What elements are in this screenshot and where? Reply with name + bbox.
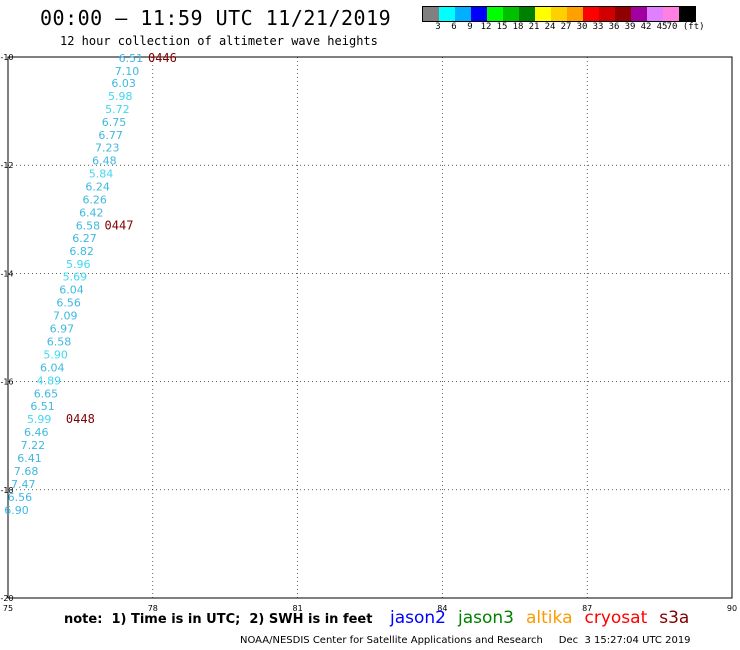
legend-label: 12 xyxy=(480,22,492,32)
data-label: 5.90 xyxy=(43,349,68,362)
x-tick-label: 81 xyxy=(293,604,303,613)
data-label: 7.09 xyxy=(53,310,78,323)
legend-swatch-12 xyxy=(615,7,631,21)
time-annotation: 0448 xyxy=(66,412,95,426)
data-label: 6.90 xyxy=(4,504,29,517)
legend-swatch-2 xyxy=(455,7,471,21)
data-label: 5.69 xyxy=(63,271,88,284)
plot-frame xyxy=(7,56,733,599)
time-annotation: 0446 xyxy=(148,51,177,65)
footer-credit: NOAA/NESDIS Center for Satellite Applica… xyxy=(240,635,691,646)
legend-swatch-7 xyxy=(535,7,551,21)
legend-swatch-6 xyxy=(519,7,535,21)
data-label: 5.72 xyxy=(105,103,130,116)
y-tick-label: -20 xyxy=(0,594,13,603)
data-label: 6.26 xyxy=(82,193,107,206)
y-tick-label: -16 xyxy=(0,378,13,387)
data-label: 7.23 xyxy=(95,141,120,154)
legend-label: 18 xyxy=(512,22,524,32)
data-label: 6.97 xyxy=(50,323,75,336)
legend-swatch-13 xyxy=(631,7,647,21)
legend-swatch-0 xyxy=(423,7,439,21)
x-tick-label: 90 xyxy=(727,604,737,613)
data-label: 6.75 xyxy=(102,116,127,129)
data-label: 5.98 xyxy=(108,90,133,103)
data-label: 6.48 xyxy=(92,154,117,167)
satellite-jason2: jason2 xyxy=(390,608,446,628)
chart-title: 00:00 – 11:59 UTC 11/21/2019 xyxy=(40,6,392,30)
data-label: 6.56 xyxy=(56,297,81,310)
legend-label: 15 xyxy=(496,22,508,32)
time-annotation: 0447 xyxy=(105,218,134,232)
data-label: 7.47 xyxy=(11,478,36,491)
data-label: 7.68 xyxy=(14,465,39,478)
legend-label: 24 xyxy=(544,22,556,32)
legend-swatch-4 xyxy=(487,7,503,21)
legend-swatch-11 xyxy=(599,7,615,21)
legend-swatch-14 xyxy=(647,7,663,21)
data-label: 6.56 xyxy=(8,491,33,504)
legend-label: 33 xyxy=(592,22,604,32)
x-tick-label: 84 xyxy=(437,604,447,613)
y-tick-label: -12 xyxy=(0,161,13,170)
data-label: 6.03 xyxy=(111,77,136,90)
data-label: 5.84 xyxy=(89,167,114,180)
legend-label: 6 xyxy=(451,22,457,32)
data-label: 6.27 xyxy=(72,232,97,245)
data-label: 5.99 xyxy=(27,413,52,426)
data-label: 6.04 xyxy=(40,362,65,375)
data-label: 6.46 xyxy=(24,426,49,439)
data-label: 5.96 xyxy=(66,258,91,271)
y-tick-label: -10 xyxy=(0,53,13,62)
data-label: 7.22 xyxy=(21,439,46,452)
data-label: 6.04 xyxy=(59,284,84,297)
legend-label: 45 xyxy=(656,22,668,32)
satellite-jason3: jason3 xyxy=(458,608,514,628)
data-label: 6.58 xyxy=(76,219,101,232)
satellite-altika: altika xyxy=(526,608,573,628)
chart-subtitle: 12 hour collection of altimeter wave hei… xyxy=(60,34,378,48)
satellite-s3a: s3a xyxy=(659,608,690,628)
legend-swatch-9 xyxy=(567,7,583,21)
legend-label: 30 xyxy=(576,22,588,32)
y-tick-label: -14 xyxy=(0,269,13,278)
color-legend-bar xyxy=(422,6,696,22)
legend-label: 3 xyxy=(435,22,441,32)
data-label: 6.24 xyxy=(85,180,110,193)
data-label: 6.82 xyxy=(69,245,94,258)
x-tick-label: 75 xyxy=(3,604,13,613)
legend-label: 9 xyxy=(467,22,473,32)
legend-swatch-3 xyxy=(471,7,487,21)
legend-swatch-8 xyxy=(551,7,567,21)
legend-label: 42 xyxy=(640,22,652,32)
data-label: 6.51 xyxy=(30,400,55,413)
legend-swatch-1 xyxy=(439,7,455,21)
y-tick-label: -18 xyxy=(0,486,13,495)
satellite-cryosat: cryosat xyxy=(584,608,648,628)
data-label: 6.41 xyxy=(17,452,42,465)
data-label: 6.42 xyxy=(79,206,104,219)
legend-label: 27 xyxy=(560,22,572,32)
data-label: 4.89 xyxy=(37,375,62,388)
x-tick-label: 78 xyxy=(148,604,158,613)
legend-label: 70 (ft) xyxy=(666,22,705,32)
satellite-legend: jason2 jason3 altika cryosat s3a xyxy=(390,608,701,628)
legend-swatch-10 xyxy=(583,7,599,21)
note-text: note: 1) Time is in UTC; 2) SWH is in fe… xyxy=(64,612,373,627)
legend-swatch-15 xyxy=(663,7,679,21)
legend-swatch-5 xyxy=(503,7,519,21)
x-tick-label: 87 xyxy=(582,604,592,613)
data-label: 6.77 xyxy=(98,129,123,142)
data-label: 7.10 xyxy=(115,65,140,78)
data-label: 6.65 xyxy=(34,388,59,401)
legend-swatch-16 xyxy=(679,7,695,21)
legend-label: 39 xyxy=(624,22,636,32)
legend-label: 21 xyxy=(528,22,540,32)
data-label: 6.58 xyxy=(47,336,72,349)
data-label: 6.51 xyxy=(119,52,144,65)
legend-label: 36 xyxy=(608,22,620,32)
